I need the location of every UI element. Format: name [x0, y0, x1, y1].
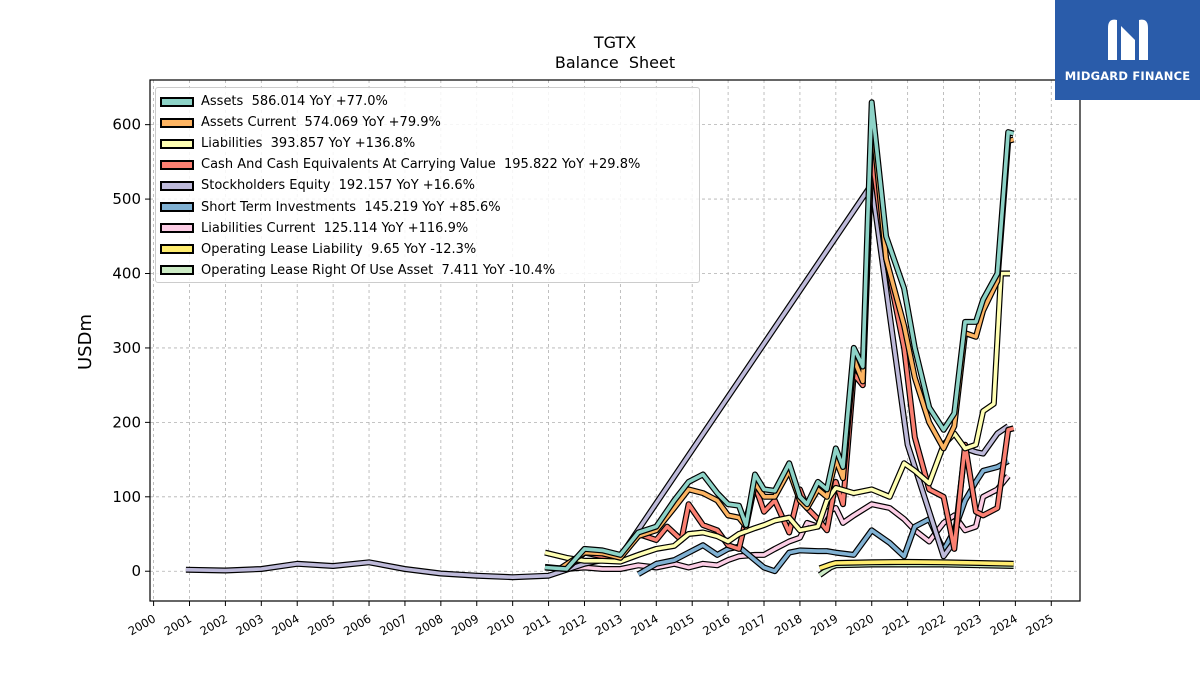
- series-line-assets: [544, 100, 1015, 571]
- y-tick-label: 0: [131, 562, 141, 580]
- plot-frame: [149, 79, 1081, 602]
- legend-label: Stockholders Equity 192.157 YoY +16.6%: [201, 178, 475, 194]
- x-tick-label: 2019: [808, 611, 840, 638]
- legend-item: Assets Current 574.069 YoY +79.9%: [156, 112, 699, 133]
- x-tick-label: 2017: [736, 611, 768, 638]
- x-tick-label: 2006: [341, 611, 373, 638]
- brand-logo-icon: [1108, 19, 1148, 60]
- legend-swatch: [160, 202, 194, 213]
- legend-swatch: [160, 96, 194, 107]
- y-tick-label: 600: [112, 116, 141, 134]
- y-tick-label: 100: [112, 488, 141, 506]
- legend-swatch: [160, 117, 194, 128]
- x-tick-label: 2001: [162, 611, 194, 638]
- y-tick-label: 500: [112, 190, 141, 208]
- legend-swatch: [160, 223, 194, 234]
- series-lines: [185, 99, 1015, 581]
- y-tick-label: 200: [112, 413, 141, 431]
- midgard-finance-logo: MIDGARD FINANCE: [1055, 0, 1200, 100]
- x-tick-label: 2015: [664, 611, 696, 638]
- x-tick-label: 2009: [449, 611, 481, 638]
- legend-item: Assets 586.014 YoY +77.0%: [156, 91, 699, 112]
- legend-label: Liabilities 393.857 YoY +136.8%: [201, 136, 416, 152]
- legend-item: Short Term Investments 145.219 YoY +85.6…: [156, 196, 699, 217]
- y-tick-label: 400: [112, 265, 141, 283]
- x-tick-label: 2007: [377, 611, 409, 638]
- legend-item: Stockholders Equity 192.157 YoY +16.6%: [156, 175, 699, 196]
- legend-label: Short Term Investments 145.219 YoY +85.6…: [201, 199, 501, 215]
- chart-legend: Assets 586.014 YoY +77.0% Assets Current …: [155, 87, 700, 283]
- chart-subtitle: Balance Sheet: [555, 53, 675, 72]
- legend-swatch: [160, 159, 194, 170]
- x-tick-label: 2012: [557, 611, 589, 638]
- legend-item: Cash And Cash Equivalents At Carrying Va…: [156, 154, 699, 175]
- legend-label: Liabilities Current 125.114 YoY +116.9%: [201, 220, 469, 236]
- legend-label: Operating Lease Right Of Use Asset 7.411…: [201, 262, 556, 278]
- x-tick-label: 2014: [628, 611, 660, 638]
- x-tick-label: 2020: [844, 611, 876, 638]
- x-tick-label: 2016: [700, 611, 732, 638]
- legend-swatch: [160, 265, 194, 276]
- legend-label: Assets Current 574.069 YoY +79.9%: [201, 115, 441, 131]
- legend-label: Operating Lease Liability 9.65 YoY -12.3…: [201, 241, 477, 257]
- legend-label: Assets 586.014 YoY +77.0%: [201, 94, 388, 110]
- series-line-liabilities: [544, 271, 1010, 564]
- x-tick-label: 2018: [772, 611, 804, 638]
- x-tick-label: 2011: [521, 611, 553, 638]
- series-line-operating-lease-liability: [819, 560, 1014, 570]
- x-tick-label: 2023: [952, 611, 984, 638]
- y-tick-label: 300: [112, 339, 141, 357]
- x-tick-label: 2008: [413, 611, 445, 638]
- legend-label: Cash And Cash Equivalents At Carrying Va…: [201, 157, 641, 173]
- brand-name: MIDGARD FINANCE: [1064, 69, 1191, 83]
- x-tick-label: 2021: [880, 611, 912, 638]
- chart-title: TGTX: [593, 33, 636, 52]
- legend-item: Operating Lease Liability 9.65 YoY -12.3…: [156, 239, 699, 260]
- legend-swatch: [160, 180, 194, 191]
- x-tick-label: 2000: [126, 611, 158, 638]
- legend-item: Liabilities Current 125.114 YoY +116.9%: [156, 218, 699, 239]
- legend-swatch: [160, 138, 194, 149]
- x-tick-label: 2010: [485, 611, 517, 638]
- legend-item: Liabilities 393.857 YoY +136.8%: [156, 133, 699, 154]
- y-axis-label: USDm: [75, 314, 96, 370]
- x-tick-label: 2025: [1023, 611, 1055, 638]
- legend-item: Operating Lease Right Of Use Asset 7.411…: [156, 260, 699, 281]
- x-tick-label: 2002: [198, 611, 230, 638]
- x-tick-label: 2005: [305, 611, 337, 638]
- legend-swatch: [160, 244, 194, 255]
- x-tick-label: 2003: [233, 611, 265, 638]
- x-tick-label: 2022: [916, 611, 948, 638]
- x-tick-label: 2024: [988, 611, 1020, 638]
- x-tick-label: 2013: [593, 611, 625, 638]
- x-tick-label: 2004: [269, 611, 301, 638]
